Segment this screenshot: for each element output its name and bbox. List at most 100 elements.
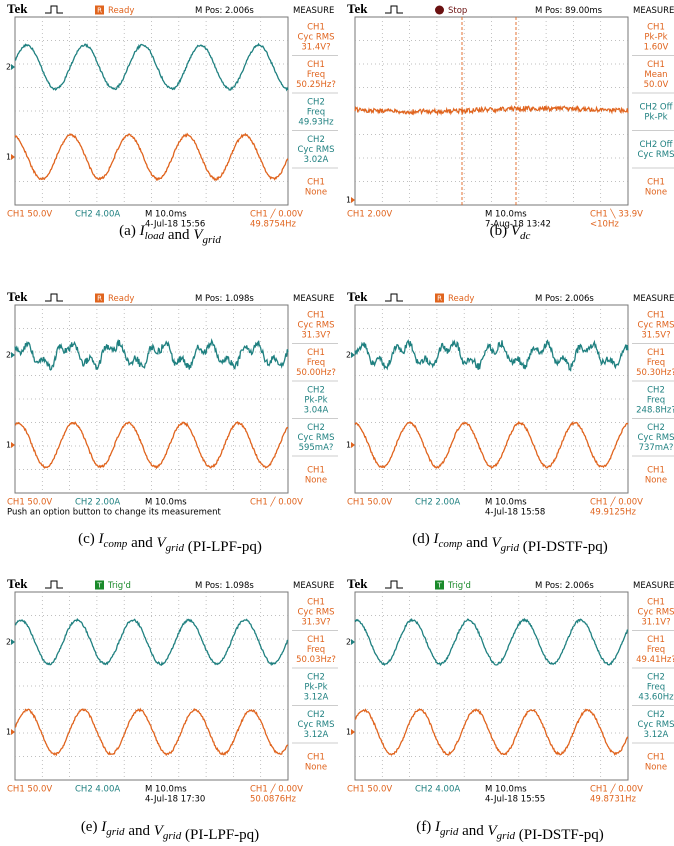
measure-line: CH1 (307, 635, 325, 645)
status-badge-letter: T (96, 582, 102, 590)
footer-ch2: CH2 4.00A (75, 210, 120, 220)
footer-timebase: M 10.0ms (485, 210, 527, 220)
measure-line: 50.03Hz? (296, 655, 336, 665)
measure-line: 3.04A (304, 405, 329, 415)
pulse-icon (45, 6, 63, 13)
footer-ch1: CH1 50.0V (347, 785, 392, 795)
measure-line: CH1 (307, 310, 325, 320)
measure-line: 50.00Hz? (296, 368, 336, 378)
brand: Tek (7, 1, 28, 16)
status-badge-letter: R (437, 295, 442, 303)
caption-subscript: load (145, 230, 165, 242)
marker-arrow (351, 197, 355, 203)
status: Ready (448, 294, 474, 304)
measure-line: 3.12A (304, 692, 329, 702)
channel-marker: 2 (346, 351, 351, 360)
footer-ch2: CH2 2.00A (75, 498, 120, 508)
measure-line: CH1 (647, 22, 665, 32)
marker-arrow (11, 729, 15, 735)
measure-line: CH1 (647, 635, 665, 645)
position: M Pos: 1.098s (195, 581, 254, 591)
marker-arrow (351, 729, 355, 735)
caption-note: (PI-DSTF-pq) (519, 827, 604, 843)
footer-timebase: M 10.0ms (485, 498, 527, 508)
measure-line: CH2 (307, 97, 325, 107)
caption-subscript: grid (440, 826, 459, 838)
position: M Pos: 89.00ms (535, 6, 603, 16)
measure-line: CH1 (647, 310, 665, 320)
measure-line: CH2 (647, 710, 665, 720)
measure-line: Freq (647, 682, 665, 692)
caption-subscript: dc (520, 230, 531, 242)
status: Stop (448, 6, 467, 16)
measure-line: CH1 (307, 22, 325, 32)
measure-line: Pk-Pk (644, 112, 667, 122)
channel-marker: 2 (6, 63, 11, 72)
caption-note: (PI-LPF-pq) (185, 827, 259, 843)
measure-line: Cyc RMS (298, 607, 335, 617)
pulse-icon (385, 6, 403, 13)
pulse-icon (385, 294, 403, 301)
measure-line: CH2 (647, 672, 665, 682)
measure-line: Pk-Pk (644, 32, 667, 42)
measure-line: Cyc RMS (298, 320, 335, 330)
measure-line: Freq (647, 395, 665, 405)
measure-line: CH2 (307, 135, 325, 145)
caption-joiner: and (466, 535, 488, 551)
measure-line: Cyc RMS (298, 720, 335, 730)
caption: (d) Icomp and Vgrid (PI-DSTF-pq) (412, 531, 608, 555)
caption-subscript: grid (501, 542, 520, 554)
channel-marker: 1 (6, 153, 11, 162)
channel-marker: 1 (6, 441, 11, 450)
caption-note: (PI-LPF-pq) (188, 539, 262, 555)
caption-joiner: and (131, 535, 153, 551)
measure-line: CH1 (647, 752, 665, 762)
measure-line: 49.93Hz (298, 117, 334, 127)
measure-line: 31.5V? (641, 330, 670, 340)
measure-line: Cyc RMS (638, 607, 674, 617)
measure-line: 50.30Hz? (636, 368, 674, 378)
status-icon (435, 6, 444, 15)
status: Trig'd (107, 581, 131, 591)
caption-note: (PI-DSTF-pq) (523, 539, 608, 555)
footer-date: 4-Jul-18 15:58 (485, 508, 545, 518)
footer-timebase: M 10.0ms (485, 785, 527, 795)
channel-marker: 1 (346, 441, 351, 450)
measure-line: CH2 (647, 423, 665, 433)
footer-date: 4-Jul-18 15:55 (485, 795, 545, 805)
measure-line: CH1 (307, 348, 325, 358)
caption-subscript: comp (103, 538, 127, 550)
measure-line: Cyc RMS (638, 433, 674, 443)
measure-line: Cyc RMS (638, 720, 674, 730)
caption-label: (e) (81, 819, 98, 835)
footer-ch1: CH1 2.00V (347, 210, 392, 220)
caption: (a) Iload and Vgrid (119, 223, 221, 245)
measure-line: None (305, 762, 327, 772)
footer-ch1: CH1 50.0V (347, 498, 392, 508)
marker-arrow (351, 442, 355, 448)
brand: Tek (7, 289, 28, 304)
measure-line: 50.25Hz? (296, 80, 336, 90)
status: Ready (108, 294, 134, 304)
pulse-icon (45, 581, 63, 588)
measure-title: MEASURE (293, 294, 334, 304)
measure-line: Freq (647, 645, 665, 655)
measure-line: Cyc RMS (638, 150, 674, 160)
measure-line: None (645, 187, 667, 197)
caption-joiner: and (128, 823, 150, 839)
measure-line: Mean (644, 70, 667, 80)
footer-timebase: M 10.0ms (145, 210, 187, 220)
caption-subscript: comp (438, 538, 462, 550)
measure-line: 50.0V (644, 80, 669, 90)
measure-line: 31.3V? (301, 617, 330, 627)
channel-marker: 1 (346, 196, 351, 205)
measure-line: None (305, 475, 327, 485)
figure: TekRReadyM Pos: 2.006sMEASURE21CH1Cyc RM… (0, 0, 674, 846)
measure-line: 3.02A (304, 155, 329, 165)
footer-frequency: 50.0876Hz (250, 795, 297, 805)
channel-marker: 2 (6, 638, 11, 647)
footer-frequency: 49.9125Hz (590, 508, 637, 518)
marker-arrow (11, 64, 15, 70)
measure-line: None (645, 475, 667, 485)
